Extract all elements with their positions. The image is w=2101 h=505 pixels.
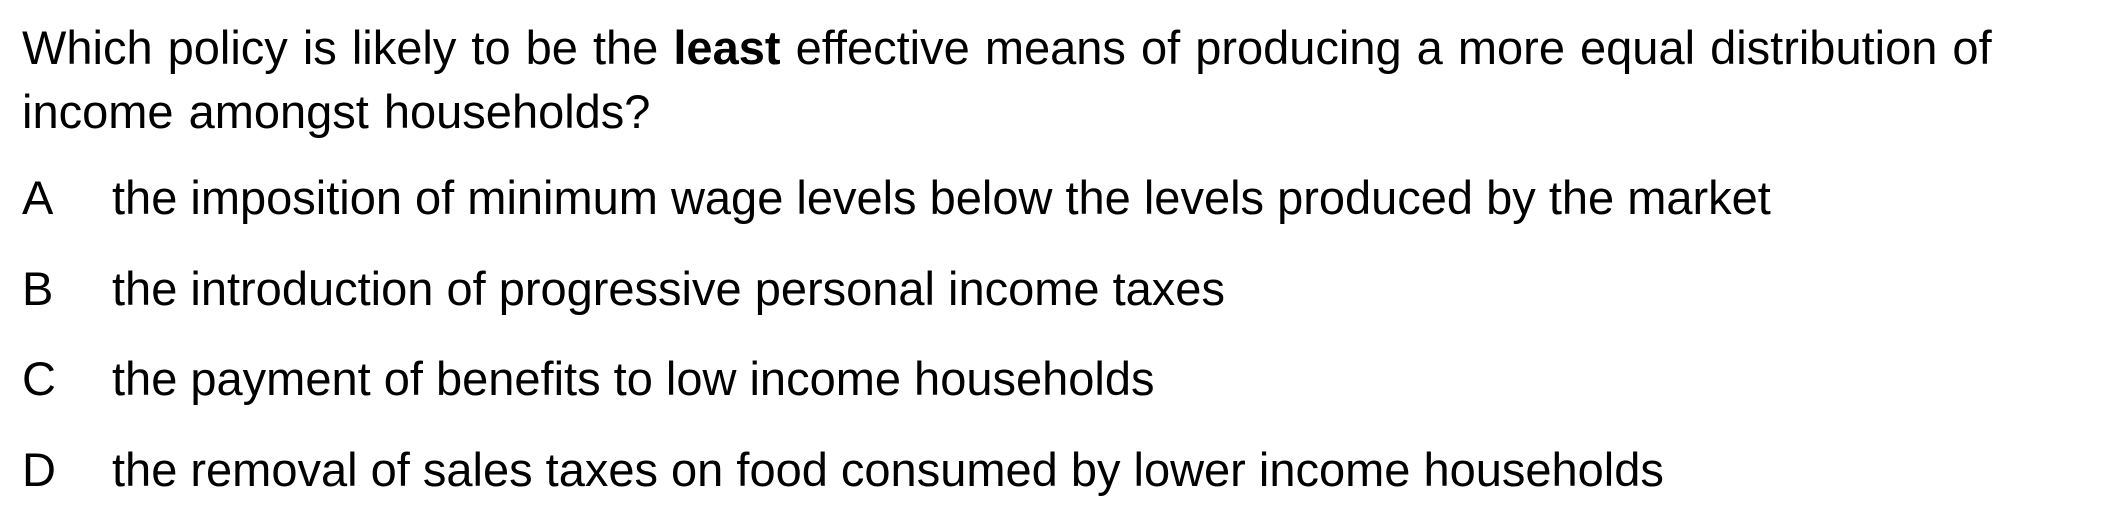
option-a-text: the imposition of minimum wage levels be…	[112, 171, 1771, 224]
question-text-after: effective means of producing a more equa…	[22, 21, 1992, 138]
option-c-text: the payment of benefits to low income ho…	[112, 352, 1155, 405]
option-b-text: the introduction of progressive personal…	[112, 262, 1225, 315]
option-c-letter: C	[22, 352, 56, 405]
option-d-letter: D	[22, 443, 56, 496]
option-a-letter: A	[22, 171, 54, 224]
question-emphasis: least	[673, 21, 781, 74]
option-b-letter: B	[22, 262, 54, 315]
question-text-before: Which policy is likely to be the	[22, 21, 674, 74]
question-stem: Which policy is likely to be the least e…	[22, 16, 2042, 144]
option-d-text: the removal of sales taxes on food consu…	[112, 443, 1664, 496]
